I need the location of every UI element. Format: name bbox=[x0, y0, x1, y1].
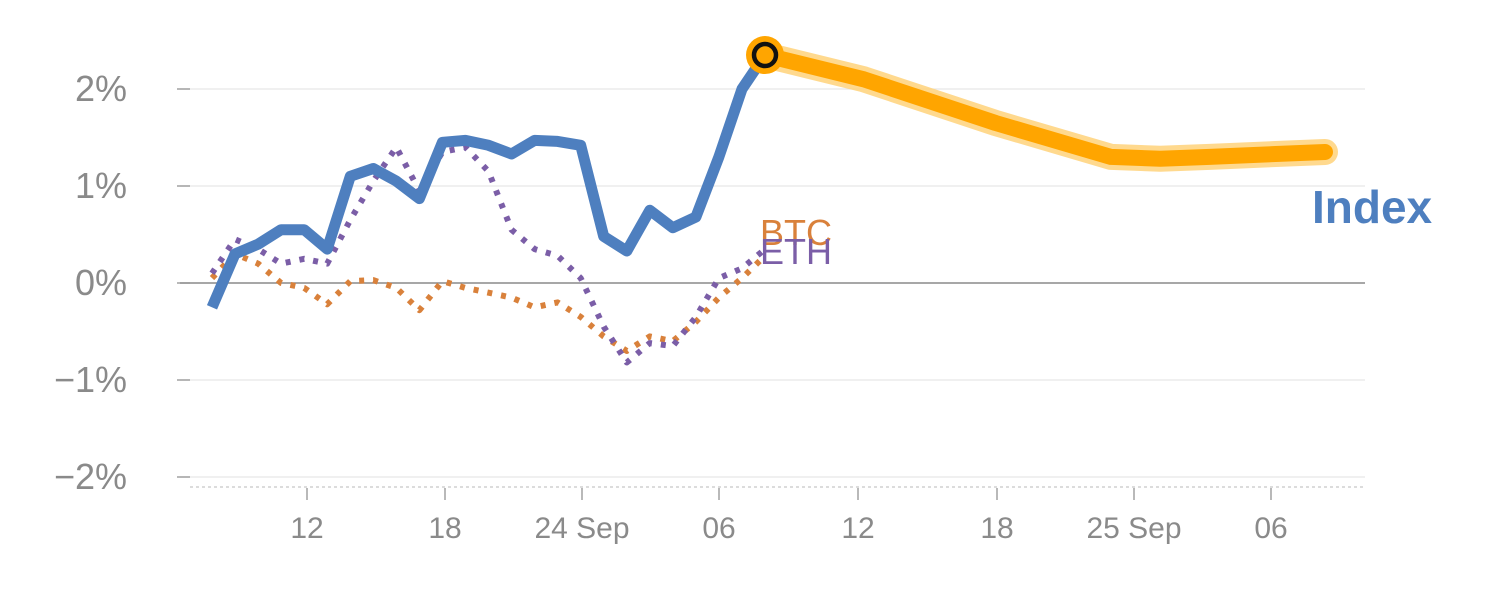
x-tick-label-7: 06 bbox=[1254, 512, 1287, 545]
y-tick-label-2: 0% bbox=[75, 262, 127, 303]
series-labels: BTC ETH Index bbox=[760, 181, 1433, 272]
marker-dot bbox=[751, 41, 779, 69]
series-label-btc: BTC bbox=[760, 212, 832, 253]
y-axis: 2% 1% 0% −1% −2% bbox=[54, 68, 190, 497]
x-tick-label-6: 25 Sep bbox=[1086, 512, 1181, 545]
x-tick-label-4: 12 bbox=[841, 512, 874, 545]
x-axis: 12 18 24 Sep 06 12 18 25 Sep 06 bbox=[290, 488, 1288, 545]
x-tick-label-2: 24 Sep bbox=[534, 512, 629, 545]
x-tick-label-5: 18 bbox=[980, 512, 1013, 545]
y-tick-label-1: 1% bbox=[75, 165, 127, 206]
x-tick-label-0: 12 bbox=[290, 512, 323, 545]
y-tick-label-4: −2% bbox=[54, 456, 127, 497]
series-line-index-projection bbox=[757, 47, 1333, 167]
current-value-marker bbox=[746, 36, 784, 75]
x-tick-label-1: 18 bbox=[428, 512, 461, 545]
y-tick-label-3: −1% bbox=[54, 359, 127, 400]
series-label-index: Index bbox=[1312, 181, 1433, 233]
series-line-eth bbox=[209, 144, 767, 366]
y-tick-label-0: 2% bbox=[75, 68, 127, 109]
series-label-eth: ETH bbox=[760, 231, 832, 272]
series-line-index bbox=[206, 51, 770, 310]
series-line-btc bbox=[209, 250, 768, 354]
grid-lines bbox=[180, 88, 1365, 488]
series-lines bbox=[206, 42, 1338, 366]
x-tick-label-3: 06 bbox=[702, 512, 735, 545]
